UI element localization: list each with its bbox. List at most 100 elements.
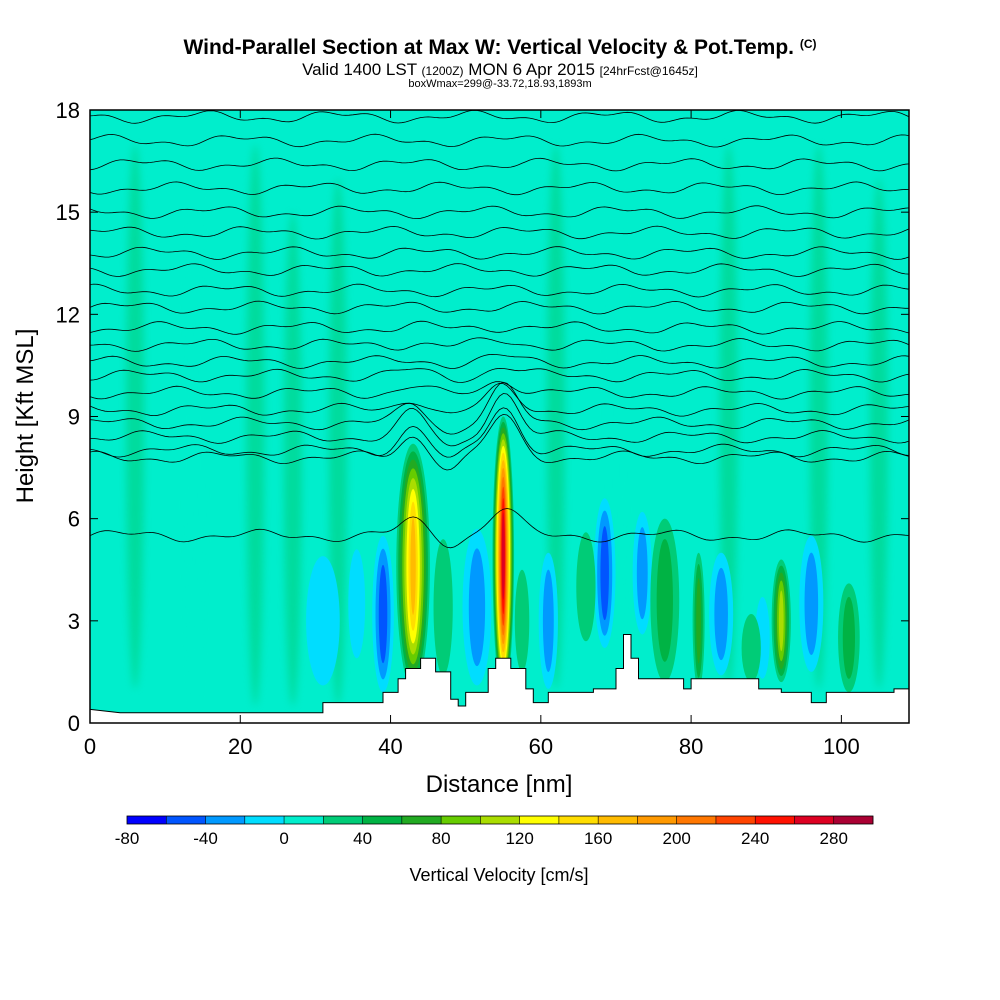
colorbar-frame: [126, 815, 874, 825]
isentrope-line: [90, 246, 909, 260]
valid-date: MON 6 Apr 2015: [468, 60, 595, 79]
colorbar-tick-label: 200: [662, 829, 690, 848]
x-axis: 0 20 40 60 80 100: [84, 110, 860, 759]
forecast-info: [24hrFcst@1645z]: [599, 64, 698, 78]
colorbar-swatch: [323, 816, 363, 824]
valid-time: Valid 1400 LST: [302, 60, 417, 79]
colorbar-swatch: [558, 816, 599, 824]
colorbar-swatch: [127, 816, 167, 824]
colorbar-swatch: [244, 816, 285, 824]
y-tick-label: 9: [68, 405, 80, 430]
x-tick-label: 80: [679, 734, 703, 759]
isentrope-line: [90, 110, 909, 124]
colorbar: -80 -40 0 40 80 120 160 200 240 280: [115, 815, 874, 848]
isentrope-line: [90, 300, 909, 315]
velocity-cells: [306, 416, 860, 696]
updraft-cell: [696, 578, 701, 664]
valid-utc: (1200Z): [421, 64, 464, 78]
downdraft-cell: [714, 567, 728, 661]
isentrope-line: [90, 508, 909, 549]
colorbar-swatch: [755, 816, 795, 824]
isentrope-line: [90, 367, 909, 383]
colorbar-tick-label: -80: [115, 829, 140, 848]
x-tick-label: 60: [529, 734, 553, 759]
colorbar-swatch: [519, 816, 560, 824]
colorbar-swatch: [166, 816, 206, 824]
velocity-streak: [719, 144, 738, 689]
updraft-cell: [501, 512, 505, 600]
y-tick-label: 18: [56, 98, 80, 123]
isentrope-line: [90, 381, 909, 435]
colorbar-swatch: [362, 816, 403, 824]
colorbar-swatch: [480, 816, 520, 824]
colorbar-swatch: [401, 816, 442, 824]
copyright-mark: (C): [799, 37, 817, 51]
x-tick-label: 40: [378, 734, 402, 759]
colorbar-tick-label: 160: [584, 829, 612, 848]
downdraft-cell: [468, 548, 486, 667]
downdraft-cell: [636, 527, 648, 620]
colorbar-tick-label: 240: [741, 829, 769, 848]
updraft-cell: [433, 539, 453, 676]
isentrope-line: [90, 320, 909, 335]
velocity-streak: [246, 144, 265, 706]
colorbar-swatch: [205, 816, 246, 824]
x-tick-label: 0: [84, 734, 96, 759]
isentrope-line: [90, 407, 909, 458]
colorbar-label: Vertical Velocity [cm/s]: [409, 865, 588, 885]
x-tick-label: 100: [823, 734, 860, 759]
velocity-streak: [126, 144, 145, 689]
isentrope-line: [90, 283, 909, 298]
isentropes: [90, 110, 909, 549]
chart-title: Wind-Parallel Section at Max W: Vertical…: [0, 36, 1000, 60]
x-tick-label: 20: [228, 734, 252, 759]
isentrope-line: [90, 181, 909, 196]
isentrope-line: [90, 393, 909, 447]
isentrope-line: [90, 337, 909, 352]
isentrope-line: [90, 353, 909, 369]
colorbar-swatch: [598, 816, 638, 824]
downdraft-cell: [378, 564, 388, 664]
colorbar-swatch: [715, 816, 756, 824]
y-tick-label: 6: [68, 507, 80, 532]
y-tick-label: 15: [56, 200, 80, 225]
isentrope-line: [90, 205, 909, 220]
y-tick-label: 3: [68, 609, 80, 634]
colorbar-tick-label: 40: [353, 829, 372, 848]
colorbar-tick-label: 120: [505, 829, 533, 848]
downdraft-cell: [542, 569, 554, 673]
velocity-streak: [869, 178, 888, 689]
colorbar-tick-label: 280: [820, 829, 848, 848]
box-info: boxWmax=299@-33.72,18.93,1893m: [408, 78, 592, 90]
isentrope-line: [90, 225, 909, 240]
isentrope-line: [90, 413, 909, 471]
downdraft-cell: [804, 552, 819, 656]
velocity-streaks: [126, 144, 888, 706]
velocity-streak: [546, 144, 565, 689]
downdraft-cell: [600, 526, 609, 621]
isentrope-line: [90, 382, 909, 417]
isentrope-line: [90, 263, 909, 277]
updraft-cell: [778, 590, 784, 652]
colorbar-tick-label: 80: [432, 829, 451, 848]
colorbar-swatch: [676, 816, 717, 824]
updraft-cell: [576, 532, 596, 642]
colorbar-swatch: [441, 816, 481, 824]
isentrope-line: [90, 133, 909, 148]
colorbar-swatch: [284, 816, 324, 824]
velocity-streak: [186, 178, 205, 706]
colorbar-swatch: [794, 816, 835, 824]
plot-area: [90, 110, 909, 723]
x-axis-label: Distance [nm]: [426, 771, 573, 798]
chart-subtitle: Valid 1400 LST (1200Z) MON 6 Apr 2015 [2…: [0, 60, 1000, 80]
colorbar-tick-label: 0: [279, 829, 288, 848]
downdraft-cell: [348, 549, 366, 659]
y-tick-label: 12: [56, 302, 80, 327]
isentrope-line: [90, 157, 909, 172]
isentrope-line: [90, 381, 909, 400]
y-axis: 0 3 6 9 12 15 18: [56, 98, 909, 736]
velocity-streak: [283, 212, 302, 706]
terrain: [90, 634, 909, 723]
colorbar-swatch: [833, 816, 874, 824]
